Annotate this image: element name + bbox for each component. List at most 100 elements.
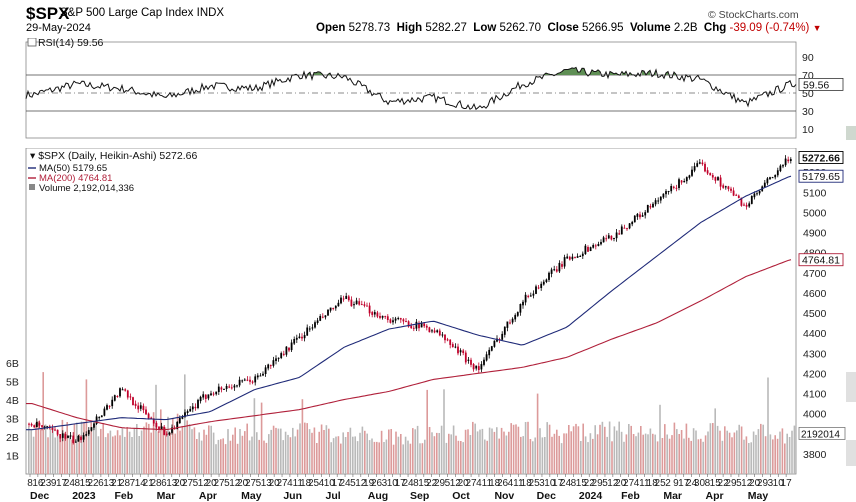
side-scroll-tab[interactable] (846, 440, 856, 466)
candle-body (555, 269, 558, 272)
volume-bar (740, 426, 743, 474)
price-tick-label: 5100 (803, 187, 827, 199)
candle-body (688, 175, 691, 178)
volume-bar (692, 428, 695, 474)
candle-body (467, 359, 470, 361)
volume-bar (109, 430, 112, 474)
volume-bar (85, 379, 88, 474)
brand-watermark[interactable]: © StockCharts.com (708, 9, 799, 21)
volume-bar (400, 434, 402, 474)
volume-bar (282, 440, 284, 474)
volume-value-label: 2192014 (801, 429, 840, 440)
volume-bar (176, 413, 179, 474)
candle-body (769, 177, 771, 180)
x-month-label: Sep (410, 490, 429, 502)
price-tick-label: 4900 (803, 228, 827, 240)
candle-body (488, 349, 491, 356)
candle-body (574, 257, 576, 259)
side-scroll-tab[interactable] (846, 372, 856, 402)
volume-bar (702, 441, 704, 474)
volume-bar (637, 432, 640, 474)
volume-bar (83, 421, 85, 474)
price-tick-label: 4000 (803, 409, 827, 421)
candle-body (77, 435, 80, 442)
x-day-label: 8 (571, 478, 577, 489)
candle-body (493, 340, 496, 347)
volume-bar (474, 423, 476, 474)
volume-bar (592, 438, 594, 474)
candle-body (732, 190, 735, 196)
x-day-label: 25 (308, 478, 320, 489)
index-name: S&P 500 Large Cap Index INDX (60, 7, 224, 19)
candle-body (233, 385, 236, 388)
volume-bar (380, 430, 383, 474)
volume-bar (227, 429, 229, 474)
side-scroll-tab[interactable] (846, 126, 856, 140)
x-day-label: 5 (350, 478, 356, 489)
candle-body (537, 287, 540, 289)
volume-bar (332, 438, 335, 474)
candle-body (85, 434, 88, 436)
candle-body (454, 346, 457, 348)
volume-bar (467, 429, 469, 474)
candle-body (254, 376, 257, 383)
x-day-label: 20 (615, 478, 627, 489)
volume-bar (508, 431, 510, 474)
volume-bar (635, 436, 637, 474)
x-month-label: Dec (537, 490, 556, 502)
volume-bar (676, 429, 678, 474)
candle-body (696, 163, 699, 167)
candle-body (327, 309, 329, 316)
candle-body (28, 423, 30, 425)
chart-date: 29-May-2024 (26, 22, 91, 34)
candle-body (280, 353, 283, 358)
candle-body (680, 180, 683, 183)
candle-body (774, 175, 777, 178)
x-day-label: 28 (150, 478, 162, 489)
candle-body (119, 388, 121, 397)
candle-body (100, 415, 103, 418)
x-day-label: 5 (224, 478, 230, 489)
candle-body (314, 322, 316, 328)
rsi-frame (25, 41, 797, 139)
candle-body (160, 426, 163, 429)
volume-bar (392, 444, 395, 474)
candle-body (722, 185, 725, 188)
volume-bar (368, 440, 371, 474)
volume-bar (256, 432, 258, 474)
volume-bar (145, 422, 148, 474)
x-day-label: 11 (482, 478, 493, 489)
candle-body (332, 308, 335, 309)
candle-body (142, 405, 145, 411)
candle-body (178, 418, 181, 424)
candle-body (290, 342, 293, 351)
volume-bar (479, 429, 481, 474)
volume-bar (572, 426, 575, 474)
candle-body (321, 316, 324, 318)
candle-body (137, 405, 140, 410)
candle-body (282, 353, 285, 355)
x-day-label: 12 (741, 478, 753, 489)
candle-body (163, 426, 166, 435)
candle-body (87, 430, 90, 435)
rsi-overbought-fill (610, 71, 618, 75)
x-day-label: 24 (686, 478, 698, 489)
candle-body (220, 387, 223, 390)
volume-bar (37, 420, 40, 474)
candle-body (636, 213, 639, 217)
index-full-name: S&P 500 Large Cap Index (60, 7, 194, 19)
x-day-label: 3 (539, 478, 545, 489)
volume-bar (671, 435, 673, 474)
volume-bar (611, 441, 613, 474)
volume-bar (779, 431, 781, 474)
x-day-label: 10 (324, 478, 336, 489)
x-day-label: 6 (161, 478, 167, 489)
volume-bar (409, 443, 412, 474)
candle-body (444, 334, 446, 341)
x-day-label: 4 (476, 478, 482, 489)
volume-bar (683, 438, 685, 474)
candle-body (522, 301, 524, 306)
candle-body (355, 300, 358, 305)
volume-bar (630, 425, 632, 474)
ma50-legend: MA(50) 5179.65 (39, 163, 107, 174)
